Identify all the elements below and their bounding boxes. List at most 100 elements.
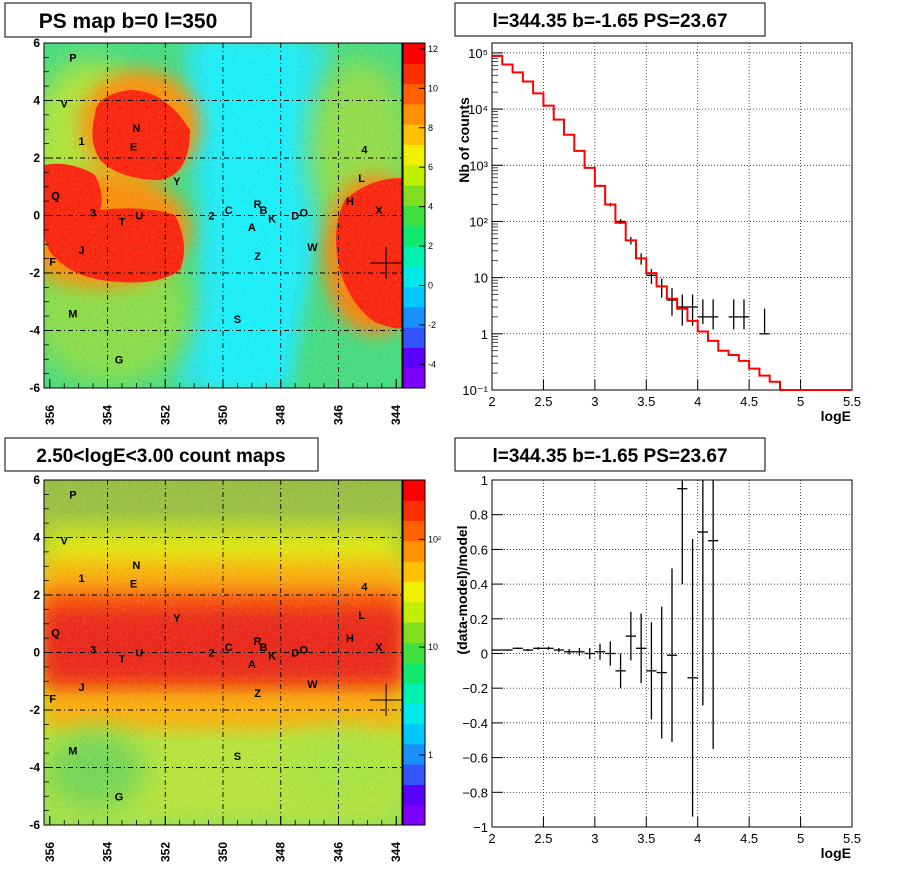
colorbar-cell [403,63,425,85]
residual-point [636,613,647,683]
source-label-T: T [119,216,126,228]
x-tick-label: 352 [158,842,172,862]
source-label-T: T [119,653,126,665]
x-tick-label: 2.5 [534,394,552,409]
source-label-U: U [135,648,143,660]
residual-point [584,647,595,660]
colorbar-cell [403,581,425,603]
residual-point [594,643,606,660]
x-tick-label: 344 [389,405,403,425]
source-label-F: F [49,257,56,269]
y-tick-label: 10⁵ [468,46,488,61]
colorbar-cell [403,520,425,542]
colorbar-cell [403,622,425,643]
x-tick-label: 348 [274,405,288,425]
x-tick-label: 5 [797,394,804,409]
x-tick-label: 350 [216,405,230,425]
source-label-E: E [130,142,137,154]
source-label-X: X [375,642,383,654]
y-tick-label: 6 [33,36,40,50]
y-tick-label: 0.2 [470,612,488,627]
residual-point [615,653,626,689]
residual-point [564,648,575,655]
source-label-B: B [259,205,267,217]
psmap-axes: 356 354 352 350 348 346 344 6 4 2 0 -2 -4 -6 [29,36,403,425]
spectrum-title: l=344.35 b=-1.65 PS=23.67 [492,11,727,32]
y-tick-label: 10² [469,214,488,229]
source-label-O: O [300,208,309,220]
colorbar-tick-label: 10 [428,642,438,652]
psmap-title: PS map b=0 l=350 [39,10,218,33]
colorbar-cell [403,327,425,348]
residual-point [697,480,708,706]
spectrum-ylabel: Nb of counts [456,97,472,183]
colorbar-cell [403,642,425,664]
colorbar-frame [402,42,426,389]
residual-point [512,647,523,650]
x-tick-label: 4 [694,394,701,409]
y-tick-label: 2 [33,588,40,602]
source-label-F: F [49,694,56,706]
y-tick-label: 10³ [469,158,488,173]
countmap-panel: 356 354 352 350 348 346 344 6 4 2 0 -2 -4 -6 P V N 1 E 4 Y L… [4,437,441,862]
source-label-O: O [300,645,309,657]
colorbar-cell [403,43,425,64]
y-tick-label: 0.4 [470,577,488,592]
residual-point [687,538,698,817]
colorbar-cell [403,662,425,684]
source-label-2: 2 [208,648,214,660]
source-label-M: M [68,745,77,757]
colorbar-cell [403,500,425,522]
source-label-S: S [234,751,241,763]
source-label-K: K [268,213,276,225]
source-label-Q: Q [51,627,60,639]
colorbar-cell [403,185,425,206]
residual-point [553,647,564,653]
colorbar-tick-label: 6 [428,162,433,172]
residual-point [492,649,503,651]
x-tick-label: 4.5 [740,831,758,846]
spectrum-axes: 2 2.5 3 3.5 4 4.5 5 5.5 10⁵ 10⁴ 10³ 10² 10 1 10⁻¹ [462,46,861,409]
colorbar-cell [403,103,425,125]
source-label-L: L [358,173,365,185]
source-label-A: A [248,222,256,234]
source-label-L: L [358,610,365,622]
residual-point [605,641,616,666]
source-label-D: D [291,211,299,223]
colorbar-cell [403,144,425,166]
y-tick-label: −0.2 [462,681,488,696]
model-histogram-line [492,55,852,391]
source-label-V: V [61,535,69,547]
colorbar-cell [403,83,425,105]
y-tick-label: 0 [33,209,40,223]
data-point [697,299,708,324]
source-label-E: E [130,579,137,591]
source-label-D: D [291,648,299,660]
x-tick-label: 2 [488,831,495,846]
y-tick-label: 0 [481,647,488,662]
source-label-Q: Q [51,190,60,202]
y-tick-label: -2 [29,266,40,280]
source-label-Y: Y [173,176,181,188]
x-tick-label: 356 [43,405,57,425]
y-tick-label: 0.6 [470,542,488,557]
source-label-3: 3 [90,645,96,657]
y-tick-label: 6 [33,473,40,487]
x-tick-label: 344 [389,842,403,862]
residual-data-points [492,480,719,817]
colorbar-tick-label: 10 [428,83,438,93]
residual-point [543,646,554,650]
source-label-2: 2 [208,211,214,223]
source-label-C: C [225,205,233,217]
psmap-colorbar: 12 10 8 6 4 2 0 -2 -4 [402,42,438,389]
y-tick-label: 1 [481,473,488,488]
colorbar-cell [403,225,425,247]
residual-point [502,649,513,651]
y-tick-label: −1 [473,820,488,835]
y-tick-label: -4 [29,324,40,338]
y-tick-label: 10⁴ [468,102,488,117]
spectrum-title-box [454,2,766,37]
colorbar-cell [403,164,425,186]
source-label-G: G [115,791,124,803]
x-tick-label: 5.5 [843,394,861,409]
